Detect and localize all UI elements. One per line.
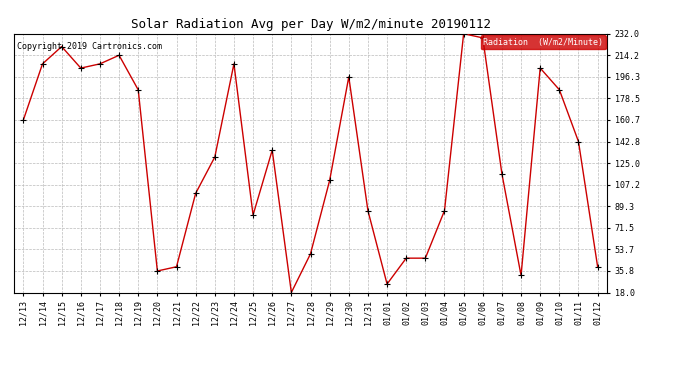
- Legend: Radiation  (W/m2/Minute): Radiation (W/m2/Minute): [480, 35, 606, 50]
- Title: Solar Radiation Avg per Day W/m2/minute 20190112: Solar Radiation Avg per Day W/m2/minute …: [130, 18, 491, 31]
- Text: Copyright 2019 Cartronics.com: Copyright 2019 Cartronics.com: [17, 42, 161, 51]
